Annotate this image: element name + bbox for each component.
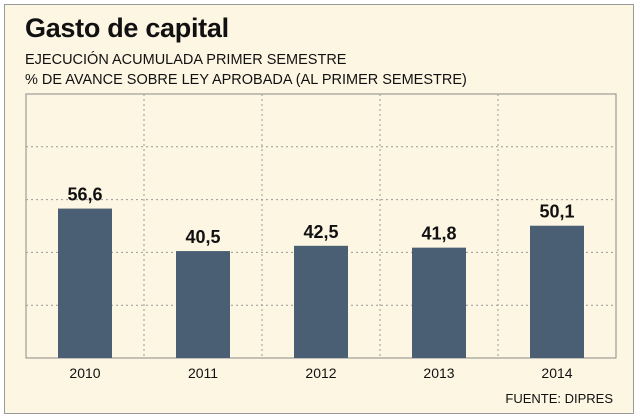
x-tick-2011: 2011 [188,365,218,381]
chart-ylabel: % DE AVANCE SOBRE LEY APROBADA (AL PRIME… [25,72,467,88]
bar-2013 [412,247,466,358]
chart-source: FUENTE: DIPRES [505,391,613,406]
bar-2011 [176,251,230,358]
x-tick-2014: 2014 [541,365,572,381]
bar-2014 [530,225,584,358]
bar-2010 [58,208,112,358]
data-label-2011: 40,5 [185,227,220,247]
bar-2012 [294,245,348,358]
data-label-2014: 50,1 [539,202,574,222]
chart-subtitle: EJECUCIÓN ACUMULADA PRIMER SEMESTRE [25,52,347,68]
chart-title: Gasto de capital [25,13,229,43]
data-label-2012: 42,5 [303,222,338,242]
x-tick-2012: 2012 [305,365,336,381]
x-tick-2013: 2013 [423,365,454,381]
data-label-2013: 41,8 [421,224,456,244]
data-label-2010: 56,6 [67,185,102,205]
x-tick-2010: 2010 [69,365,100,381]
